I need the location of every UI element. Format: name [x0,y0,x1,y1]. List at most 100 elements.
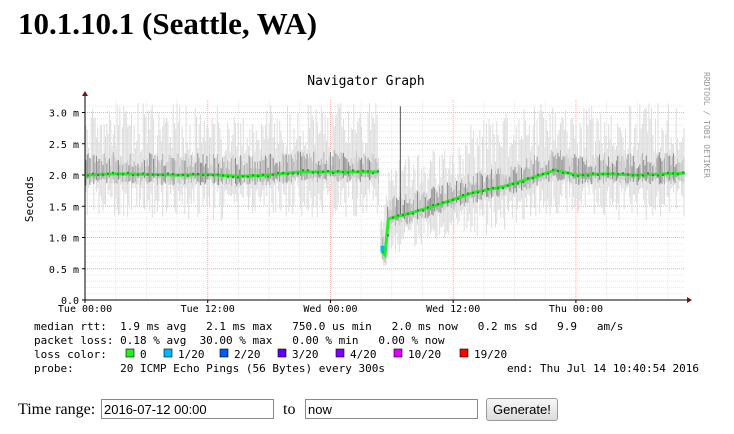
end-time-input[interactable] [305,399,478,419]
median-rtt-point [287,173,289,176]
median-rtt-point [357,170,359,173]
probe-info: probe: 20 ICMP Echo Pings (56 Bytes) eve… [34,362,385,375]
loss-color-swatch [335,348,345,358]
median-rtt-point [497,187,499,190]
median-rtt-point [457,197,459,200]
median-rtt-point [277,171,279,174]
y-tick-label: 2.5 m [49,140,79,151]
median-rtt-point [367,170,369,173]
loss-color-label: loss color: [34,348,107,361]
median-rtt-point [307,169,309,172]
x-tick-label: Thu 00:00 [549,304,603,315]
x-axis-arrow [687,297,692,303]
median-rtt-point [427,206,429,209]
median-rtt-point [627,173,629,176]
median-rtt-point [117,173,119,176]
median-rtt-point [227,175,229,178]
median-rtt-point [637,174,639,177]
median-rtt-point [547,172,549,175]
median-rtt-point [587,174,589,177]
median-rtt-point [682,171,684,174]
median-rtt-point [412,212,414,215]
median-rtt-point [662,173,664,176]
median-rtt-point [292,172,294,175]
median-rtt-point [407,212,409,215]
median-rtt-point [397,214,399,217]
median-rtt-point [507,184,509,187]
x-tick-label: Tue 12:00 [181,304,235,315]
median-rtt-point [342,171,344,174]
median-rtt-point [532,177,534,180]
x-tick-label: Wed 00:00 [303,304,357,315]
median-rtt-point [647,172,649,175]
median-rtt-point [282,171,284,174]
median-rtt-point [622,172,624,175]
y-tick-label: 0.5 m [49,265,79,276]
loss-color-swatch [163,348,173,358]
median-rtt-point [492,186,494,189]
start-time-input[interactable] [101,399,274,419]
loss-color-swatch-label: 1/20 [178,348,205,361]
median-rtt-point [107,172,109,175]
median-rtt-point [232,176,234,179]
median-rtt-point [87,174,89,177]
median-rtt-point [137,173,139,176]
generate-button[interactable]: Generate! [486,398,558,421]
median-rtt-point [577,175,579,177]
loss-color-swatch [459,348,469,358]
median-rtt-point [467,192,469,195]
median-rtt-point [192,172,194,175]
median-rtt-point [247,175,249,178]
x-tick-label: Wed 12:00 [426,304,480,315]
median-rtt-point [512,183,514,185]
median-rtt-point [617,173,619,176]
median-rtt-point [317,171,319,174]
loss-color-swatch [125,348,135,358]
median-rtt-point [642,174,644,177]
chart-title: Navigator Graph [307,74,424,89]
median-rtt-point [527,177,529,180]
median-rtt-point [177,174,179,177]
loss-color-swatch-label: 19/20 [474,348,507,361]
median-rtt-point [437,203,439,206]
y-tick-label: 0.0 [61,296,79,307]
loss-color-swatch [219,348,229,358]
median-rtt-point [297,172,299,175]
loss-color-swatch-label: 3/20 [292,348,319,361]
median-rtt-point [237,176,239,179]
median-rtt-point [607,173,609,176]
median-rtt-point [657,174,659,177]
median-rtt-point [122,173,124,176]
page-title: 10.1.10.1 (Seattle, WA) [18,6,318,41]
median-rtt-point [672,172,674,175]
median-rtt-point [472,191,474,194]
median-rtt-point [442,201,444,204]
plot-area: 0.0 0.5 m 1.0 m 1.5 m 2.0 m 2.5 m 3.0 m Tue 00:… [49,91,692,315]
loss-color-swatch-label: 4/20 [350,348,377,361]
median-rtt-point [332,172,334,174]
loss-color-legend: 0 1/20 2/20 3/20 4/20 10/20 19/20 [125,348,507,361]
median-rtt-point [262,173,264,176]
median-rtt-point [462,194,464,196]
median-rtt-point [487,188,489,190]
median-rtt-point [182,173,184,176]
median-rtt-point [352,169,354,172]
median-rtt-point [257,175,259,178]
smokeping-graph: Navigator Graph RRDTOOL / TOBI OETIKER S… [23,72,711,375]
median-rtt-point [592,172,594,175]
median-rtt-point [482,190,484,193]
packet-loss-stats: packet loss: 0.18 % avg 30.00 % max 0.00… [34,334,445,347]
median-rtt-point [572,174,574,177]
median-rtt-point [447,200,449,203]
median-rtt-point [402,213,404,216]
median-rtt-point [132,174,134,177]
y-tick-label: 3.0 m [49,109,79,120]
loss-color-swatch [277,348,287,358]
median-rtt-point [432,204,434,207]
median-rtt-point [112,171,114,174]
median-rtt-point [522,181,524,184]
median-rtt-point [217,173,219,176]
median-rtt-point [452,198,454,201]
median-rtt-point [222,174,224,177]
median-rtt-point [242,175,244,178]
